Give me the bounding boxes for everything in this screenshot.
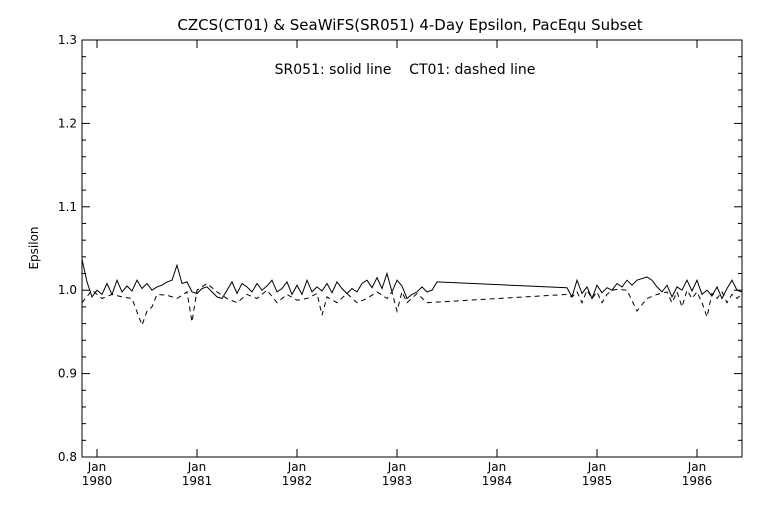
x-tick-month-label: Jan (287, 460, 307, 474)
x-tick-month-label: Jan (487, 460, 507, 474)
x-tick-month-label: Jan (187, 460, 207, 474)
y-axis: 0.8 0.9 1.0 1.1 1.2 1.3 (58, 33, 742, 464)
series-layer (81, 259, 743, 327)
y-axis-label: Epsilon (27, 226, 41, 269)
x-tick-month-label: Jan (387, 460, 407, 474)
x-tick-month-label: Jan (587, 460, 607, 474)
y-tick-label: 1.0 (58, 283, 77, 297)
plot-area-frame (81, 39, 743, 458)
x-tick-year-label: 1980 (82, 474, 113, 488)
x-tick-year-label: 1986 (682, 474, 713, 488)
x-axis: Jan1980Jan1981Jan1982Jan1983Jan1984Jan19… (82, 40, 713, 488)
y-tick-label: 1.3 (58, 33, 77, 47)
x-tick-year-label: 1981 (182, 474, 213, 488)
line-style-annotation: SR051: solid line CT01: dashed line (275, 62, 536, 78)
series-line-ct01 (81, 282, 743, 327)
series-line-sr051 (81, 259, 743, 300)
x-tick-year-label: 1985 (582, 474, 613, 488)
chart-title: CZCS(CT01) & SeaWiFS(SR051) 4-Day Epsilo… (177, 16, 642, 34)
x-tick-year-label: 1984 (482, 474, 513, 488)
x-tick-year-label: 1983 (382, 474, 413, 488)
x-tick-month-label: Jan (687, 460, 707, 474)
y-tick-label: 0.9 (58, 367, 77, 381)
y-tick-label: 0.8 (58, 450, 77, 464)
y-tick-label: 1.1 (58, 200, 77, 214)
y-tick-label: 1.2 (58, 116, 77, 130)
x-tick-year-label: 1982 (282, 474, 313, 488)
x-tick-month-label: Jan (87, 460, 107, 474)
